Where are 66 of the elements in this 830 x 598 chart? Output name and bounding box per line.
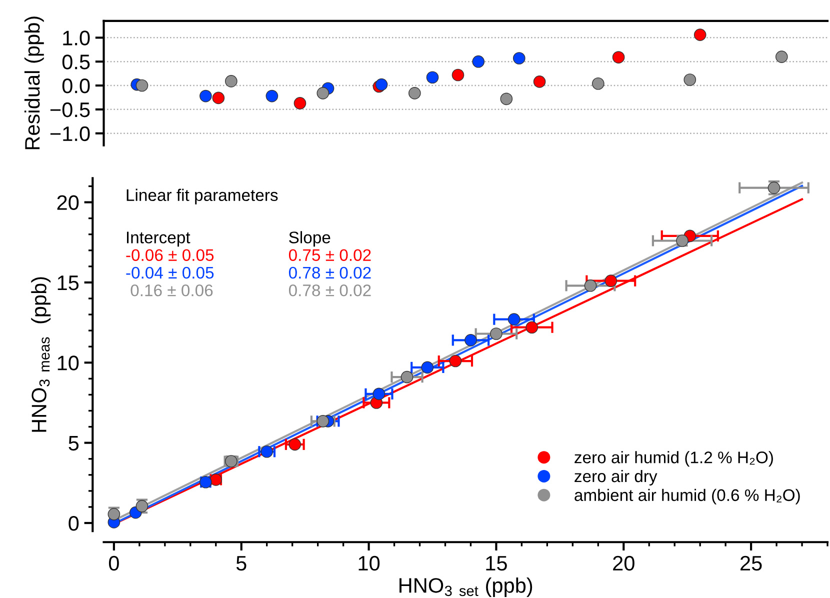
point [472, 55, 485, 68]
x-tick-label: 25 [740, 556, 762, 571]
legend-label: ambient air humid (0.6 % H₂O) [574, 488, 800, 504]
point [225, 75, 238, 88]
point [375, 78, 388, 91]
annotation: 0.78 ± 0.02 [288, 284, 371, 296]
point [266, 90, 278, 102]
y-tick-label: 15 [58, 276, 79, 290]
point [294, 97, 306, 110]
y-tick-label: 5 [68, 436, 79, 451]
point [592, 77, 604, 90]
y-axis-title: Residual (ppb) [24, 16, 44, 150]
point [512, 52, 526, 64]
point [464, 334, 477, 346]
point [400, 370, 414, 384]
point [316, 87, 330, 100]
y-tick-label: 1.0 [63, 30, 90, 46]
point [210, 474, 222, 486]
legend-label: zero air humid (1.2 % H₂O) [574, 451, 773, 467]
point [533, 76, 546, 88]
annotation: 0.75 ± 0.02 [288, 249, 371, 262]
point [584, 279, 597, 292]
x-axis-title: HNO$_{3 set}$ (ppb) [400, 578, 532, 597]
legend-label: zero air dry [574, 470, 658, 486]
point [200, 476, 212, 488]
annotation: 0.78 ± 0.02 [288, 266, 371, 279]
point [612, 51, 625, 64]
annotation: Intercept [127, 232, 190, 247]
point [288, 438, 302, 451]
annotation: 0.16 ± 0.06 [130, 284, 213, 296]
annotation: Slope [289, 231, 330, 247]
x-tick-label: 20 [613, 556, 634, 571]
point [452, 68, 464, 82]
point [775, 50, 788, 63]
point [316, 415, 330, 428]
point [408, 87, 421, 100]
point [372, 388, 386, 400]
point [694, 28, 706, 41]
x-tick-label: 10 [358, 556, 380, 571]
point [449, 354, 462, 368]
annotation: -0.04 ± 0.05 [126, 266, 214, 279]
point [260, 445, 274, 458]
point [426, 71, 439, 84]
point [200, 90, 212, 102]
point [508, 313, 520, 326]
y-tick-label: −0.5 [50, 102, 90, 118]
y-tick-label: 0.0 [62, 78, 90, 94]
point [500, 92, 513, 106]
point [604, 274, 618, 288]
x-tick-label: 15 [486, 556, 507, 571]
point [526, 321, 538, 334]
y-tick-label: 10 [58, 356, 79, 370]
annotation: Linear fit parameters [126, 188, 278, 204]
point [421, 361, 434, 374]
y-tick-label: 0 [68, 516, 79, 531]
y-axis-title: HNO$_{3 meas}$ (ppb) [31, 277, 51, 432]
y-tick-label: 0.5 [62, 54, 90, 70]
point [684, 74, 696, 86]
point [490, 328, 502, 340]
point [212, 92, 225, 104]
y-tick-label: 20 [57, 195, 79, 210]
point [136, 79, 148, 92]
y-tick-label: −1.0 [50, 126, 90, 142]
x-tick-label: 0 [108, 556, 119, 571]
annotation: -0.06 ± 0.05 [126, 249, 214, 262]
x-tick-label: 5 [236, 556, 246, 571]
